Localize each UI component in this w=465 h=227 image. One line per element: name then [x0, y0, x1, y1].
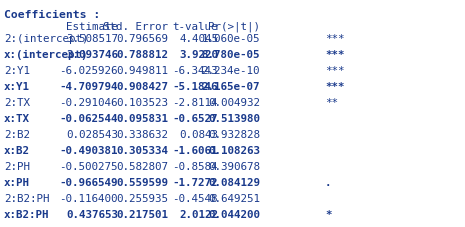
Text: -0.4548: -0.4548 — [173, 193, 218, 203]
Text: 2:Y1: 2:Y1 — [4, 66, 30, 76]
Text: 0.0843: 0.0843 — [179, 129, 218, 139]
Text: 0.084129: 0.084129 — [208, 177, 260, 187]
Text: -0.062544: -0.062544 — [60, 114, 118, 123]
Text: x:PH: x:PH — [4, 177, 30, 187]
Text: -4.709794: -4.709794 — [60, 82, 118, 92]
Text: 1.060e-05: 1.060e-05 — [201, 34, 260, 44]
Text: -2.8114: -2.8114 — [173, 98, 218, 108]
Text: 0.338632: 0.338632 — [116, 129, 168, 139]
Text: 0.649251: 0.649251 — [208, 193, 260, 203]
Text: x:Y1: x:Y1 — [4, 82, 30, 92]
Text: -0.500275: -0.500275 — [60, 161, 118, 171]
Text: 4.4045: 4.4045 — [179, 34, 218, 44]
Text: -1.6061: -1.6061 — [173, 145, 218, 155]
Text: Coefficients :: Coefficients : — [4, 10, 100, 20]
Text: 0.108263: 0.108263 — [208, 145, 260, 155]
Text: 2.234e-10: 2.234e-10 — [201, 66, 260, 76]
Text: 3.9220: 3.9220 — [179, 50, 218, 60]
Text: **: ** — [325, 98, 338, 108]
Text: 0.908427: 0.908427 — [116, 82, 168, 92]
Text: Std. Error: Std. Error — [103, 22, 168, 32]
Text: 2.0122: 2.0122 — [179, 209, 218, 219]
Text: *: * — [325, 209, 332, 219]
Text: ***: *** — [325, 50, 345, 60]
Text: 2:B2:PH: 2:B2:PH — [4, 193, 49, 203]
Text: x:TX: x:TX — [4, 114, 30, 123]
Text: ***: *** — [325, 66, 345, 76]
Text: 0.305334: 0.305334 — [116, 145, 168, 155]
Text: 0.028543: 0.028543 — [66, 129, 118, 139]
Text: 0.390678: 0.390678 — [208, 161, 260, 171]
Text: x:B2: x:B2 — [4, 145, 30, 155]
Text: 3.093746: 3.093746 — [66, 50, 118, 60]
Text: 0.582807: 0.582807 — [116, 161, 168, 171]
Text: -5.1846: -5.1846 — [173, 82, 218, 92]
Text: Pr(>|t|): Pr(>|t|) — [208, 22, 260, 32]
Text: 0.103523: 0.103523 — [116, 98, 168, 108]
Text: -6.025926: -6.025926 — [60, 66, 118, 76]
Text: .: . — [325, 177, 332, 187]
Text: 2:B2: 2:B2 — [4, 129, 30, 139]
Text: 2:TX: 2:TX — [4, 98, 30, 108]
Text: 0.095831: 0.095831 — [116, 114, 168, 123]
Text: 8.780e-05: 8.780e-05 — [201, 50, 260, 60]
Text: 3.508517: 3.508517 — [66, 34, 118, 44]
Text: 0.932828: 0.932828 — [208, 129, 260, 139]
Text: 0.004932: 0.004932 — [208, 98, 260, 108]
Text: -0.6527: -0.6527 — [173, 114, 218, 123]
Text: 0.513980: 0.513980 — [208, 114, 260, 123]
Text: 0.044200: 0.044200 — [208, 209, 260, 219]
Text: Estimate: Estimate — [66, 22, 118, 32]
Text: 2:(intercept): 2:(intercept) — [4, 34, 88, 44]
Text: ***: *** — [325, 82, 345, 92]
Text: 0.559599: 0.559599 — [116, 177, 168, 187]
Text: 0.217501: 0.217501 — [116, 209, 168, 219]
Text: x:(intercept): x:(intercept) — [4, 50, 88, 60]
Text: 0.255935: 0.255935 — [116, 193, 168, 203]
Text: t-value: t-value — [173, 22, 218, 32]
Text: -6.3443: -6.3443 — [173, 66, 218, 76]
Text: x:B2:PH: x:B2:PH — [4, 209, 49, 219]
Text: -1.7272: -1.7272 — [173, 177, 218, 187]
Text: 0.437653: 0.437653 — [66, 209, 118, 219]
Text: 0.788812: 0.788812 — [116, 50, 168, 60]
Text: 0.796569: 0.796569 — [116, 34, 168, 44]
Text: -0.490381: -0.490381 — [60, 145, 118, 155]
Text: -0.966549: -0.966549 — [60, 177, 118, 187]
Text: 0.949811: 0.949811 — [116, 66, 168, 76]
Text: -0.291046: -0.291046 — [60, 98, 118, 108]
Text: 2.165e-07: 2.165e-07 — [201, 82, 260, 92]
Text: -0.116400: -0.116400 — [60, 193, 118, 203]
Text: 2:PH: 2:PH — [4, 161, 30, 171]
Text: -0.8584: -0.8584 — [173, 161, 218, 171]
Text: ***: *** — [325, 34, 345, 44]
